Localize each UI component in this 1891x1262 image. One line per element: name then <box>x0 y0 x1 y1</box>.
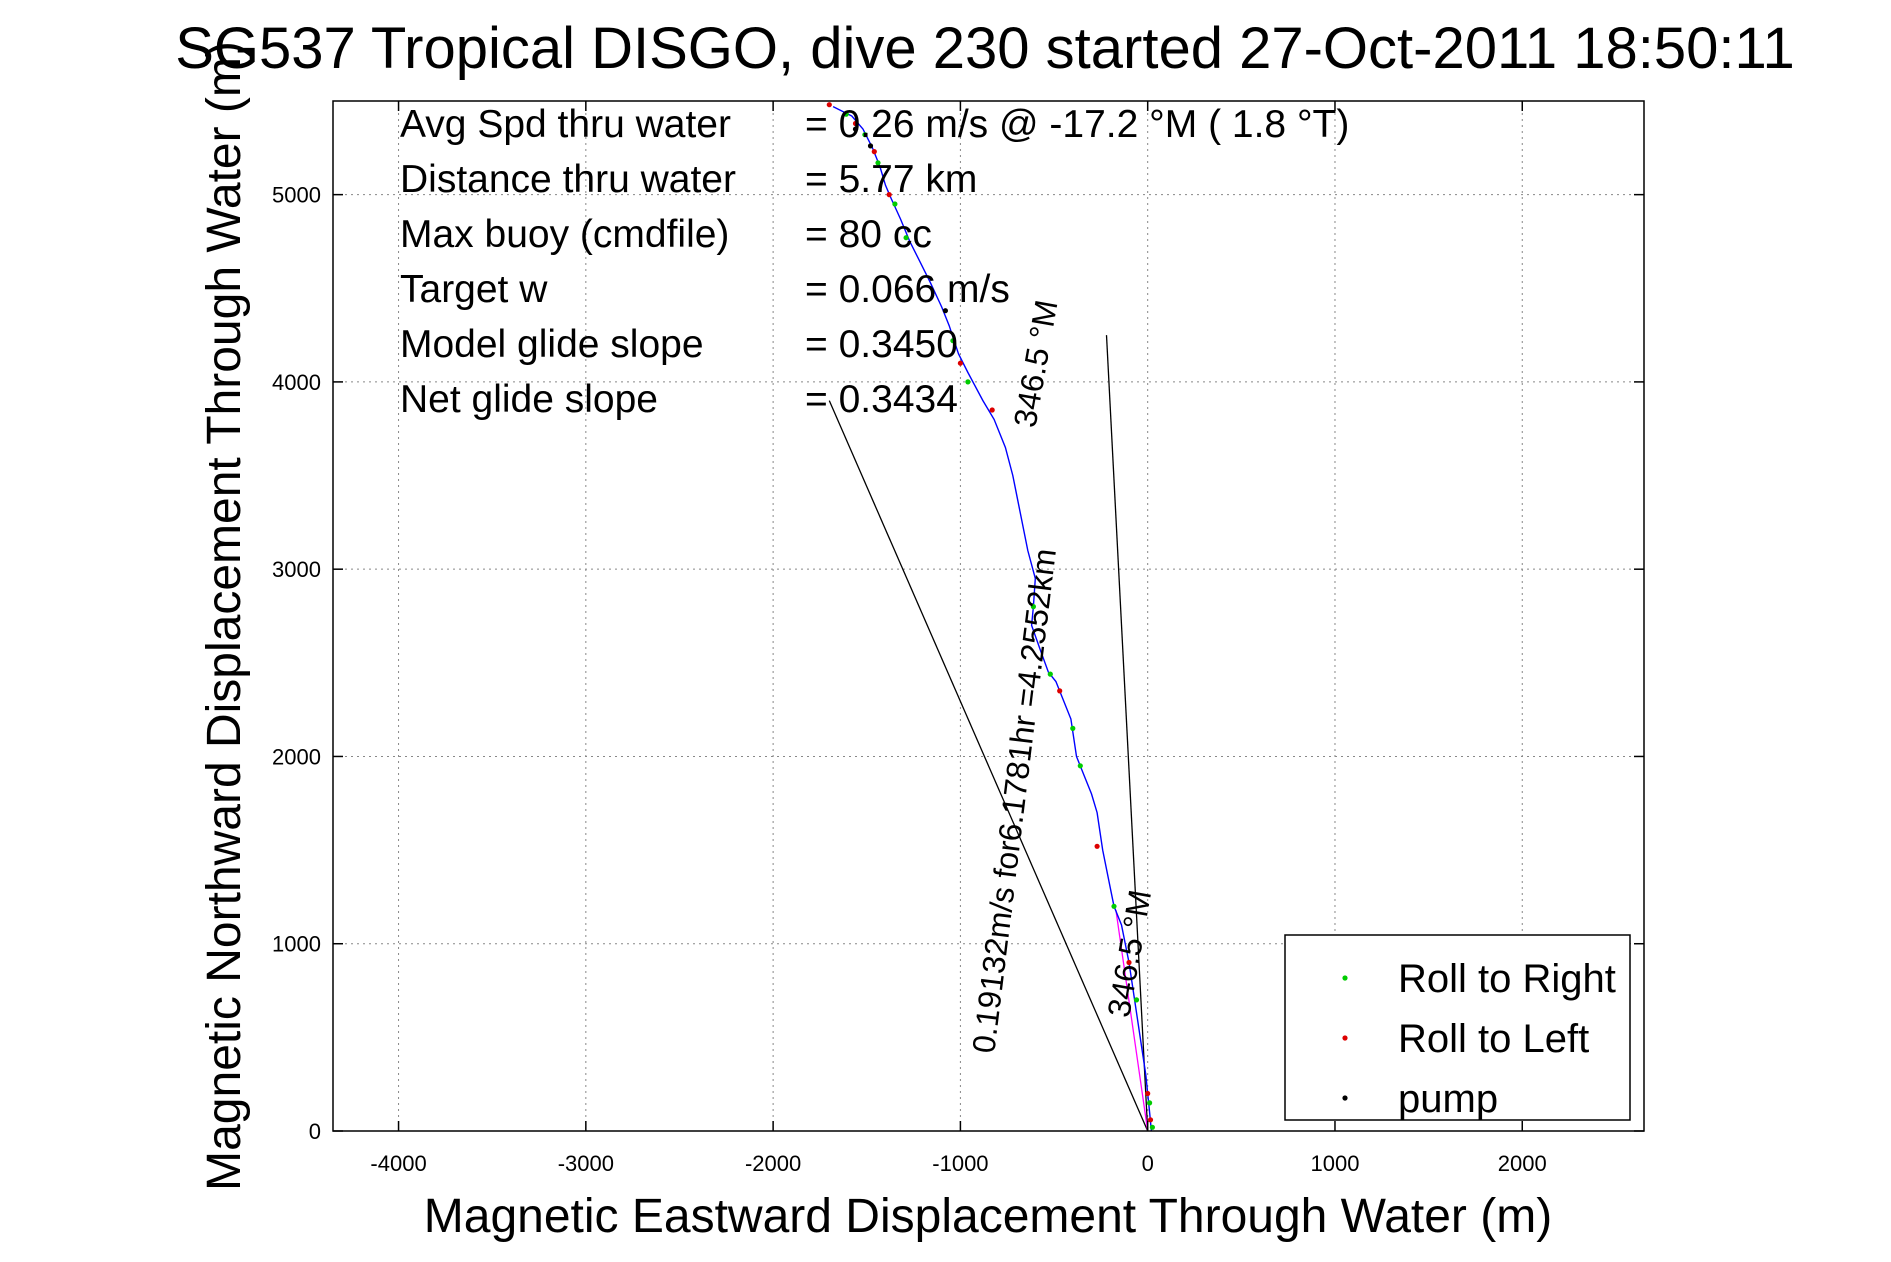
y-tick-label: 2000 <box>272 744 321 769</box>
point-pump <box>852 126 859 132</box>
ticks: -4000 -3000 -2000 -1000 0 1000 2000 0 1000 2000 30… <box>272 101 1644 1176</box>
x-axis-label: Magnetic Eastward Displacement Through W… <box>424 1190 1552 1243</box>
point-roll-to-left <box>1094 843 1100 849</box>
point-roll-to-right <box>1077 763 1083 769</box>
stat-label: Max buoy (cmdfile) <box>400 213 729 256</box>
stat-value: = 80 cc <box>805 213 932 256</box>
y-tick-label: 4000 <box>272 370 321 395</box>
x-tick-label: 0 <box>1142 1151 1154 1176</box>
chart-title: SG537 Tropical DISGO, dive 230 started 2… <box>175 16 1795 81</box>
legend: Roll to Right Roll to Left pump <box>1284 934 1631 1121</box>
legend-label: pump <box>1398 1077 1498 1121</box>
stat-value: = 0.26 m/s @ -17.2 °M ( 1.8 °T) <box>805 103 1349 146</box>
reference-line-vector <box>1115 909 1149 1132</box>
stat-label: Distance thru water <box>400 158 736 201</box>
point-roll-to-right <box>1030 604 1036 610</box>
x-tick-label: -3000 <box>558 1151 614 1176</box>
point-roll-to-left <box>957 360 964 366</box>
y-tick-label: 1000 <box>272 932 321 957</box>
legend-marker-roll-to-right <box>1342 975 1348 981</box>
point-roll-to-right <box>965 379 971 385</box>
stat-label: Model glide slope <box>400 323 704 366</box>
point-roll-to-right <box>1149 1124 1155 1130</box>
y-tick-label: 3000 <box>272 557 321 582</box>
point-roll-to-left <box>1126 959 1132 966</box>
x-tick-label: -4000 <box>370 1151 426 1176</box>
point-roll-to-left <box>871 149 877 155</box>
point-roll-to-left <box>989 407 995 413</box>
point-roll-to-left <box>852 120 859 127</box>
point-roll-to-right <box>1111 903 1117 909</box>
point-roll-to-right <box>843 111 849 117</box>
point-roll-to-right <box>1047 671 1053 677</box>
x-tick-label: -2000 <box>745 1151 801 1176</box>
stat-value: = 0.066 m/s <box>805 268 1010 311</box>
stat-value: = 5.77 km <box>805 158 977 201</box>
stat-label: Target w <box>400 268 548 311</box>
point-roll-to-right <box>1070 725 1076 732</box>
point-roll-to-right <box>1133 997 1140 1003</box>
point-pump <box>867 143 874 149</box>
reference-line-drift <box>828 400 1149 1132</box>
legend-items: Roll to Right Roll to Left pump <box>1342 957 1616 1121</box>
x-tick-label: 2000 <box>1498 1151 1547 1176</box>
point-roll-to-left <box>1057 688 1063 694</box>
reference-lines <box>828 335 1149 1132</box>
point-pump <box>942 308 949 314</box>
marker-layer <box>826 102 1155 1130</box>
point-roll-to-right <box>903 235 909 241</box>
point-roll-to-right <box>862 132 868 138</box>
axes-frame <box>332 100 1645 1132</box>
point-roll-to-right <box>892 201 898 207</box>
stat-label: Net glide slope <box>400 378 658 421</box>
legend-marker-roll-to-left <box>1342 1035 1348 1041</box>
point-roll-to-left <box>1145 1090 1151 1097</box>
x-tick-label: 1000 <box>1311 1151 1360 1176</box>
legend-frame <box>1284 934 1631 1121</box>
stat-label: Avg Spd thru water <box>400 103 731 146</box>
legend-label: Roll to Left <box>1398 1017 1589 1061</box>
point-roll-to-left <box>826 102 832 108</box>
stats-block: Avg Spd thru water = 0.26 m/s @ -17.2 °M … <box>400 103 1349 421</box>
legend-label: Roll to Right <box>1398 957 1616 1001</box>
point-roll-to-left <box>1147 1117 1154 1123</box>
y-axis-label: Magnetic Northward Displacement Through … <box>198 41 251 1191</box>
x-tick-label: -1000 <box>932 1151 988 1176</box>
legend-marker-pump <box>1342 1095 1348 1101</box>
y-tick-label: 0 <box>309 1119 321 1144</box>
stat-value: = 0.3450 <box>805 323 958 366</box>
y-tick-label: 5000 <box>272 183 321 208</box>
point-roll-to-right <box>875 160 881 166</box>
stat-value: = 0.3434 <box>805 378 958 421</box>
point-roll-to-right <box>1147 1100 1153 1106</box>
point-roll-to-right <box>950 338 956 344</box>
point-roll-to-left <box>886 192 892 198</box>
reference-line-current <box>1105 335 1149 1132</box>
